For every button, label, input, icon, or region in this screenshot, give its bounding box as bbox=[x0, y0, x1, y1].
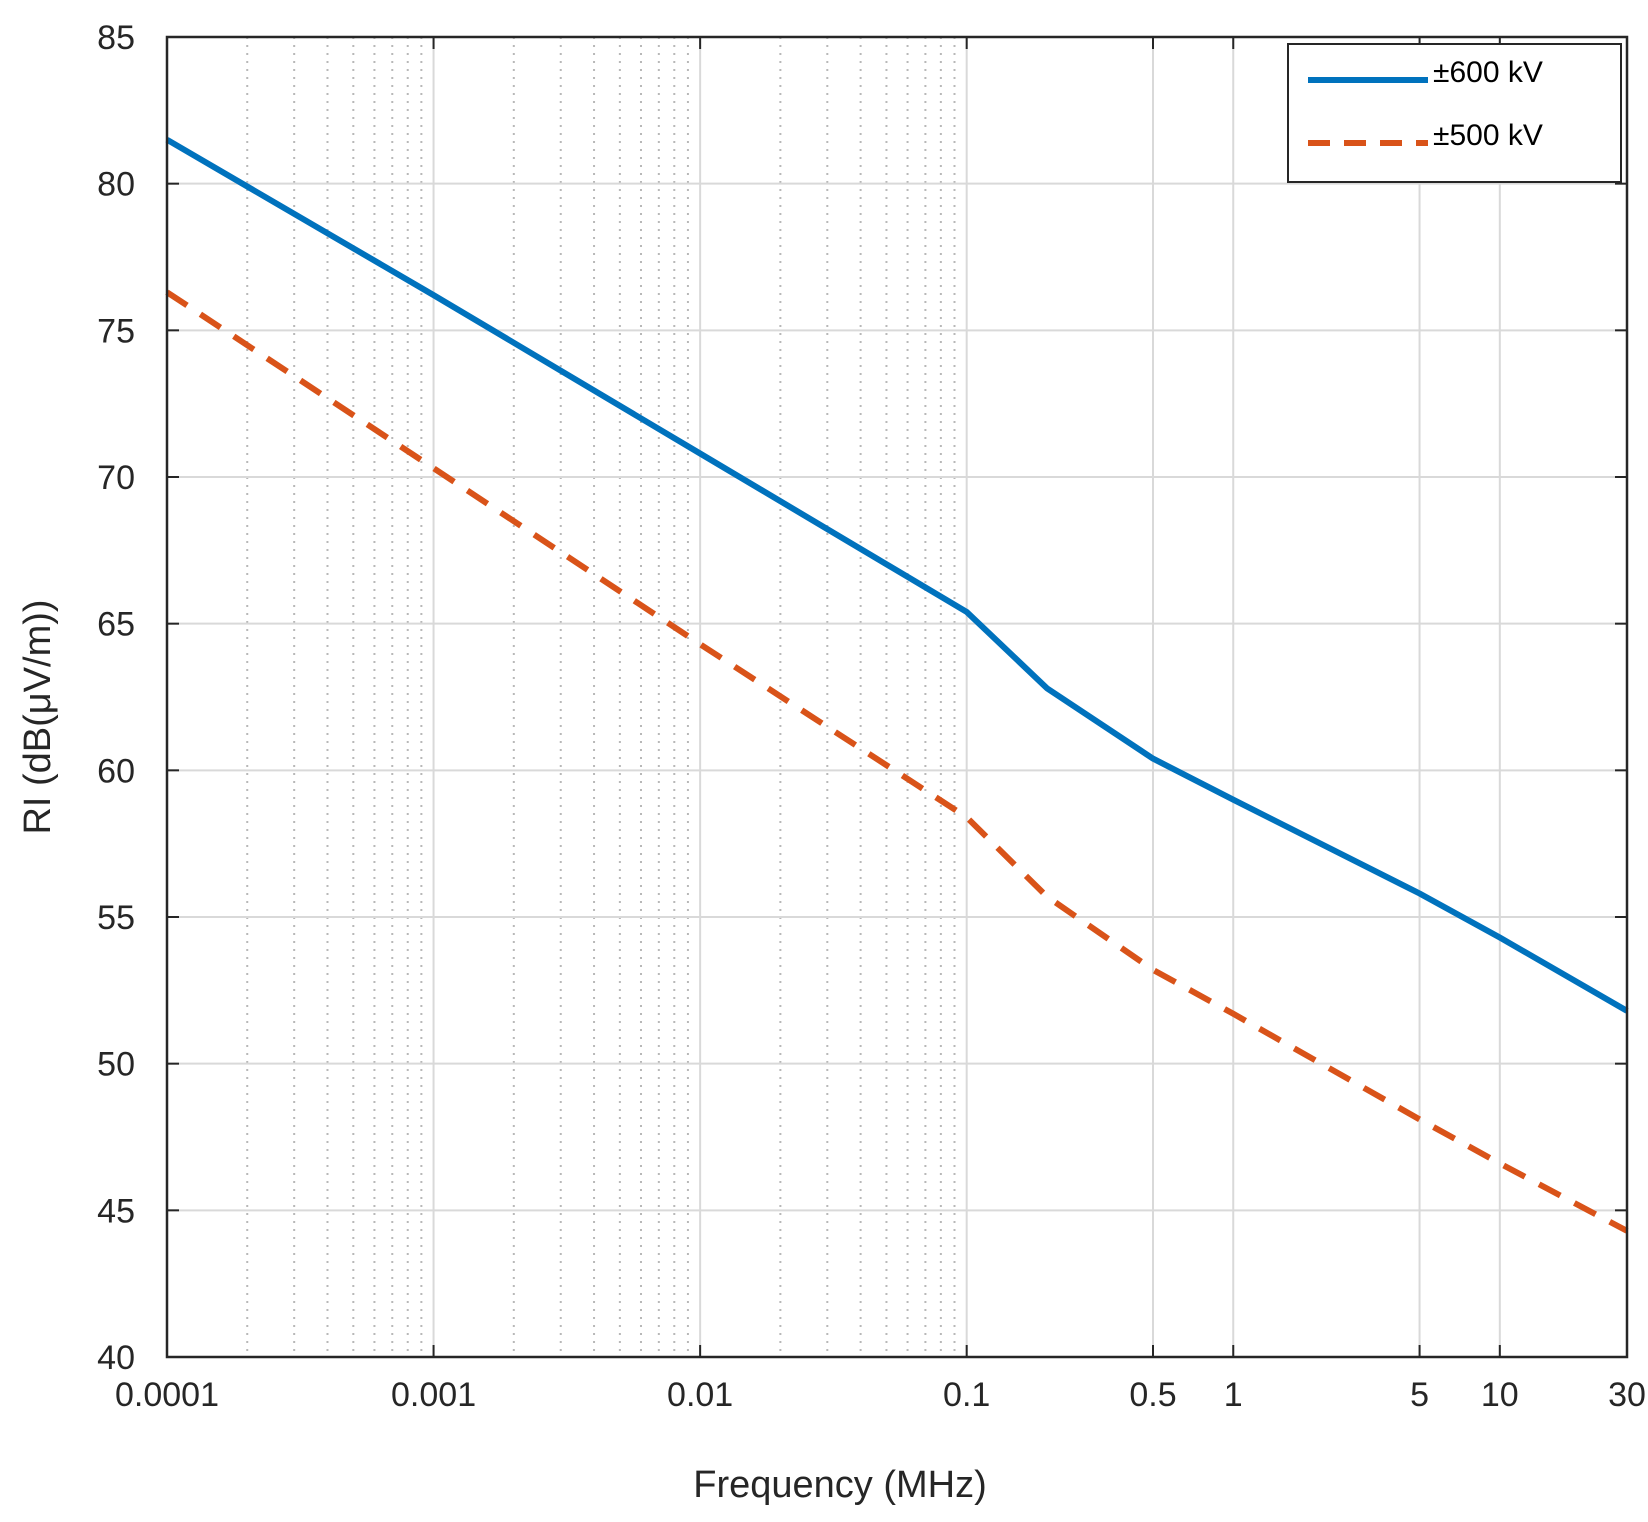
series-line-600kv bbox=[165, 137, 1629, 1014]
legend-label-600kv: ±600 kV bbox=[1433, 56, 1543, 89]
legend-label-500kv: ±500 kV bbox=[1433, 119, 1543, 152]
x-tick-label: 1 bbox=[1224, 1376, 1243, 1414]
plot-background bbox=[167, 37, 1627, 1357]
x-axis-title: Frequency (MHz) bbox=[693, 1464, 987, 1506]
y-tick-label: 50 bbox=[97, 1046, 135, 1084]
x-tick-label: 0.1 bbox=[943, 1376, 990, 1414]
y-tick-label: 45 bbox=[97, 1192, 135, 1230]
series-line-500kv bbox=[165, 289, 1629, 1234]
y-tick-label: 40 bbox=[97, 1339, 135, 1377]
x-tick-label: 10 bbox=[1481, 1376, 1519, 1414]
y-tick-label: 55 bbox=[97, 899, 135, 937]
y-tick-label: 65 bbox=[97, 606, 135, 644]
x-tick-label: 0.5 bbox=[1129, 1376, 1176, 1414]
legend-box bbox=[1287, 43, 1622, 183]
x-tick-label: 30 bbox=[1608, 1376, 1646, 1414]
major-grid bbox=[167, 37, 1627, 1357]
y-tick-label: 60 bbox=[97, 752, 135, 790]
series-layer bbox=[165, 137, 1629, 1234]
y-tick-label: 70 bbox=[97, 459, 135, 497]
plot-frame bbox=[165, 35, 1629, 1359]
y-tick-label: 85 bbox=[97, 19, 135, 57]
y-axis-title: RI (dB(μV/m)) bbox=[17, 599, 59, 834]
y-tick-label: 80 bbox=[97, 166, 135, 204]
y-tick-labels: 40 45 50 55 60 65 70 75 80 85 bbox=[97, 19, 135, 1377]
x-tick-label: 0.01 bbox=[667, 1376, 733, 1414]
x-tick-label: 0.001 bbox=[391, 1376, 476, 1414]
y-tick-label: 75 bbox=[97, 312, 135, 350]
x-tick-labels: 0.0001 0.001 0.01 0.1 0.5 1 5 10 30 bbox=[115, 1376, 1646, 1414]
legend: ±600 kV ±500 kV bbox=[1287, 43, 1622, 183]
x-tick-label: 0.0001 bbox=[115, 1376, 219, 1414]
axis-ticks bbox=[166, 36, 1628, 1358]
x-tick-label: 5 bbox=[1410, 1376, 1429, 1414]
